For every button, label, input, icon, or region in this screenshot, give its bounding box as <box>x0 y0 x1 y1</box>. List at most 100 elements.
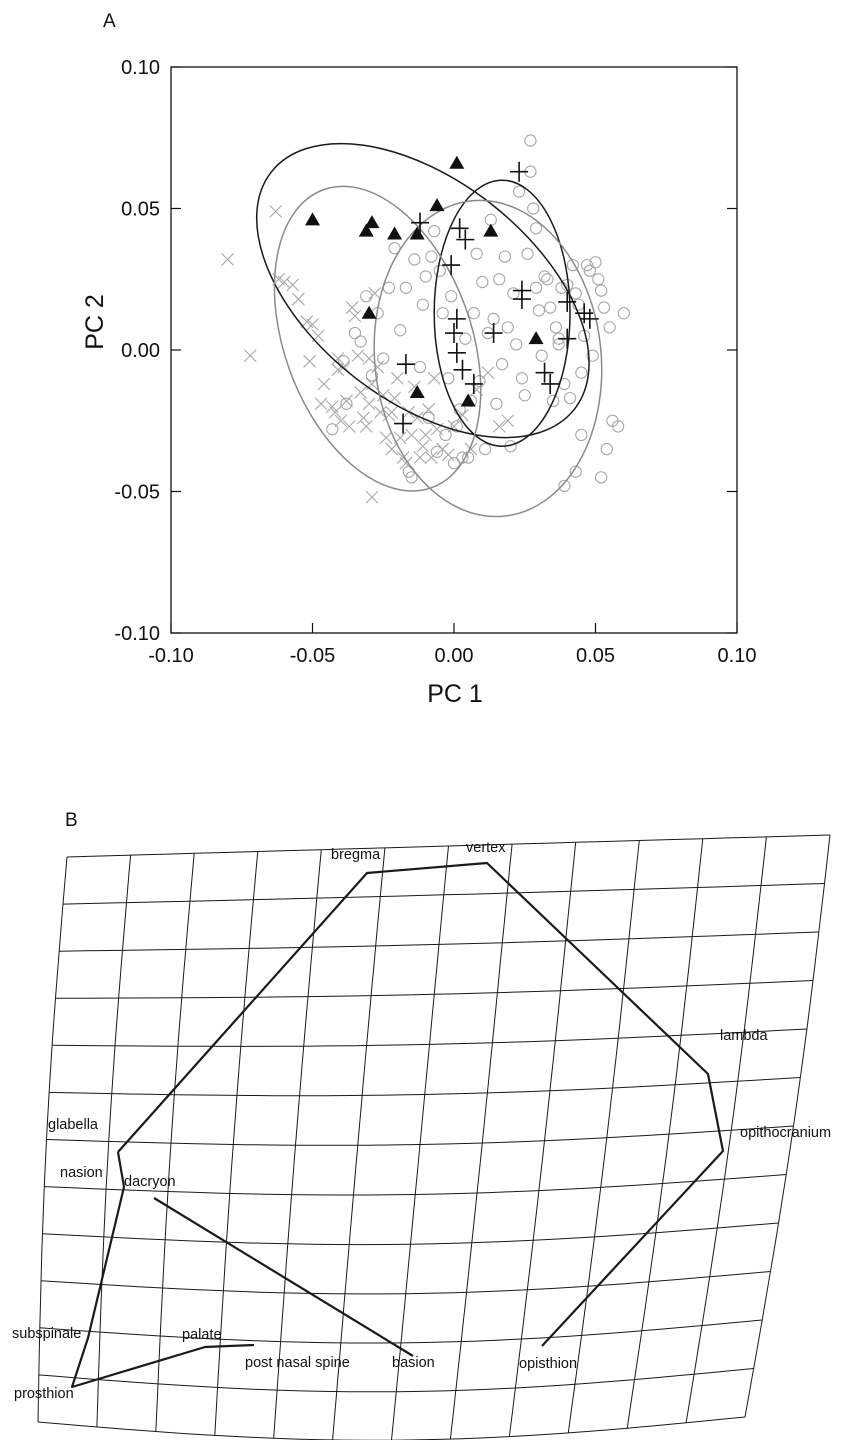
data-point-circle <box>558 479 571 492</box>
data-point-plus <box>447 342 466 363</box>
data-point-cross <box>334 414 348 428</box>
data-point-plus <box>558 291 577 312</box>
data-point-circle <box>439 428 452 442</box>
data-point-circle <box>575 428 588 442</box>
data-point-circle <box>425 250 438 263</box>
data-point-circle <box>529 281 543 294</box>
data-point-triangle <box>409 384 425 398</box>
data-point-circle <box>340 397 353 410</box>
data-point-circle <box>600 442 613 456</box>
data-point-circle <box>535 349 548 362</box>
data-point-plus <box>442 255 461 276</box>
data-point-triangle <box>364 215 380 229</box>
data-point-circle <box>532 304 546 317</box>
data-point-triangle <box>449 155 465 169</box>
data-point-circle <box>515 372 529 385</box>
data-point-circle <box>512 185 526 198</box>
data-point-circle <box>586 349 599 362</box>
landmark-label-opithocranium: opithocranium <box>740 1125 831 1141</box>
y-tick-label: -0.10 <box>114 623 160 645</box>
landmark-label-subspinale: subspinale <box>12 1326 81 1342</box>
grid-line-vertical <box>96 855 132 1427</box>
data-point-cross <box>391 371 404 385</box>
data-point-plus <box>456 229 475 250</box>
data-point-circle <box>495 357 509 371</box>
data-point-circle <box>603 321 616 334</box>
data-point-plus <box>484 323 503 344</box>
data-point-circle <box>377 352 390 365</box>
data-point-circle <box>566 258 580 272</box>
landmark-label-dacryon: dacryon <box>124 1174 176 1190</box>
data-point-plus <box>445 323 463 344</box>
confidence-ellipse <box>433 179 571 447</box>
data-point-cross <box>362 397 376 411</box>
landmark-label-bregma: bregma <box>331 847 381 863</box>
data-point-circle <box>555 281 568 294</box>
data-point-circle <box>365 369 379 382</box>
landmark-label-nasion: nasion <box>60 1165 103 1181</box>
data-point-circle <box>546 394 560 408</box>
data-point-cross <box>405 428 418 442</box>
data-point-circle <box>538 270 551 283</box>
landmark-label-prosthion: prosthion <box>14 1386 74 1402</box>
data-point-cross <box>492 420 506 433</box>
data-point-cross <box>243 349 257 363</box>
data-point-circle <box>430 445 444 459</box>
data-point-circle <box>592 273 605 286</box>
data-point-circle <box>360 290 373 303</box>
data-point-cross <box>291 292 305 306</box>
data-point-cross <box>427 371 441 385</box>
data-point-cross <box>328 405 342 419</box>
data-point-cross <box>481 366 495 380</box>
data-point-circle <box>394 324 407 337</box>
data-point-cross <box>314 397 328 411</box>
data-point-cross <box>441 448 455 462</box>
data-point-triangle <box>460 393 476 407</box>
data-point-circle <box>611 420 625 433</box>
data-point-circle <box>354 335 367 348</box>
plot-area: -0.10-0.10 -0.05 -0.05 0.00 0.00 0.05 0.05 0.10… <box>114 57 756 667</box>
grid-line-vertical <box>449 844 513 1440</box>
data-point-cross <box>419 428 433 442</box>
grid-line-vertical <box>508 842 577 1437</box>
data-point-cross <box>345 301 359 314</box>
data-point-circle <box>575 366 588 379</box>
grid-line-vertical <box>626 838 704 1429</box>
grid-line-vertical <box>37 856 68 1423</box>
data-point-circle <box>413 360 427 374</box>
data-point-cross <box>357 411 370 425</box>
skull-outline <box>70 861 725 1389</box>
data-point-plus <box>580 308 599 329</box>
data-point-cross <box>413 451 427 464</box>
data-point-cross <box>286 278 300 292</box>
data-point-plus <box>450 218 469 239</box>
data-point-plus <box>394 413 413 434</box>
data-point-plus <box>447 308 466 329</box>
data-point-circle <box>476 275 489 289</box>
y-tick-label: 0.00 <box>121 340 160 362</box>
data-point-cross <box>354 386 367 399</box>
data-point-circle <box>436 307 449 320</box>
data-point-circle <box>445 290 458 303</box>
panel-label-b: B <box>65 810 78 831</box>
data-point-circle <box>580 258 594 272</box>
data-point-plus <box>512 289 531 310</box>
data-point-circle <box>595 284 608 297</box>
data-point-cross <box>359 420 373 433</box>
y-axis-label: PC 2 <box>81 294 109 350</box>
data-point-circle <box>529 222 543 235</box>
y-tick-label: 0.10 <box>121 57 160 79</box>
data-point-circle <box>405 471 418 484</box>
grid-line-vertical <box>567 840 640 1433</box>
x-tick-label: 0.00 <box>435 645 474 667</box>
data-point-circle <box>473 374 486 388</box>
landmark-label-basion: basion <box>392 1355 435 1371</box>
cranial-vault-outline <box>117 861 725 1347</box>
data-point-circle <box>518 389 531 402</box>
data-point-circle <box>348 326 362 340</box>
data-point-circle <box>541 273 554 286</box>
confidence-ellipse <box>255 142 590 439</box>
deformation-grid-diagram: B bregma vertex lambda glabella opithocr… <box>12 810 831 1440</box>
data-point-cross <box>374 405 387 419</box>
data-point-triangle <box>305 212 320 226</box>
